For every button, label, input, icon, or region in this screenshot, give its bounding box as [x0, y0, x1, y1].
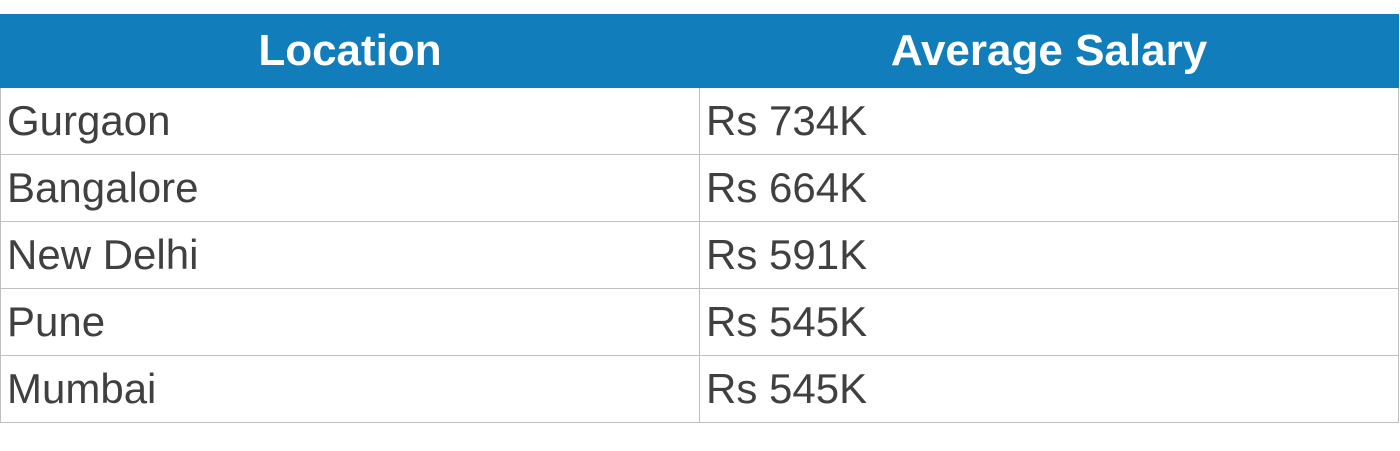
column-header-average-salary: Average Salary	[699, 14, 1399, 88]
location-cell: Mumbai	[0, 355, 700, 423]
table-header: Location Average Salary	[0, 14, 1399, 88]
table-row: Pune Rs 545K	[0, 288, 1399, 356]
salary-cell: Rs 664K	[699, 154, 1399, 222]
table-row: Bangalore Rs 664K	[0, 154, 1399, 222]
header-row: Location Average Salary	[0, 14, 1399, 88]
location-cell: Bangalore	[0, 154, 700, 222]
table-row: Mumbai Rs 545K	[0, 355, 1399, 423]
table-row: New Delhi Rs 591K	[0, 221, 1399, 289]
salary-cell: Rs 734K	[699, 87, 1399, 155]
salary-cell: Rs 545K	[699, 288, 1399, 356]
table-row: Gurgaon Rs 734K	[0, 87, 1399, 155]
column-header-location: Location	[0, 14, 700, 88]
salary-cell: Rs 545K	[699, 355, 1399, 423]
table-body: Gurgaon Rs 734K Bangalore Rs 664K New De…	[0, 87, 1399, 423]
salary-table-container: Location Average Salary Gurgaon Rs 734K …	[0, 14, 1399, 423]
salary-cell: Rs 591K	[699, 221, 1399, 289]
location-cell: Pune	[0, 288, 700, 356]
salary-table: Location Average Salary Gurgaon Rs 734K …	[0, 14, 1399, 423]
location-cell: Gurgaon	[0, 87, 700, 155]
location-cell: New Delhi	[0, 221, 700, 289]
